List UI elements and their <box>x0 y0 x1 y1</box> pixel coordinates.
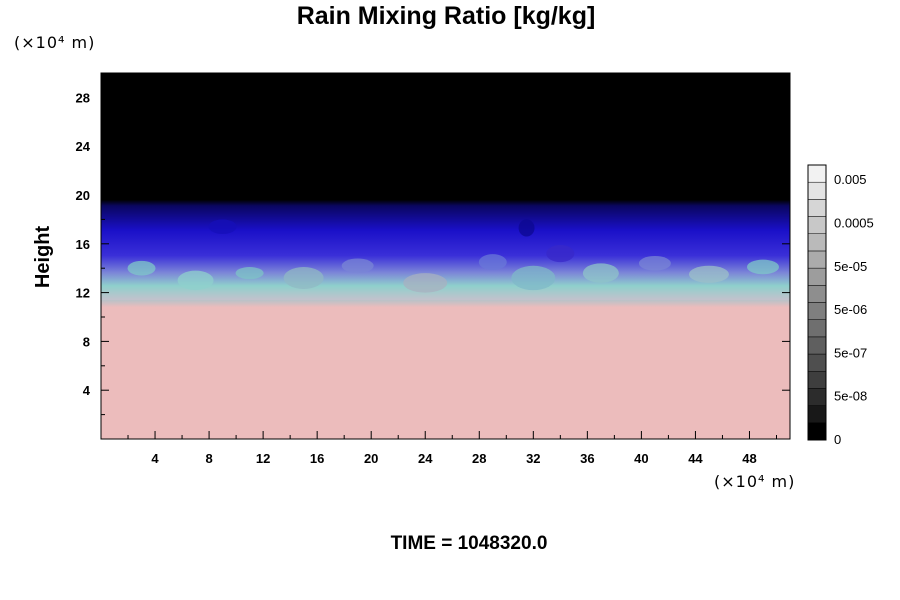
eddy-feature <box>518 219 535 237</box>
x-tick-label: 8 <box>205 451 212 466</box>
colorbar-swatch <box>807 250 827 269</box>
eddy-feature <box>208 219 237 235</box>
colorbar-swatch <box>807 233 827 252</box>
transition-band <box>101 299 790 308</box>
time-label: TIME = 1048320.0 <box>391 533 548 554</box>
colorbar-swatch <box>807 371 827 389</box>
eddy-feature <box>638 256 671 271</box>
plot-frame <box>100 72 791 440</box>
x-tick-label: 12 <box>256 451 270 466</box>
eddy-feature <box>177 270 214 291</box>
eddy-feature <box>403 273 448 293</box>
y-tick-label: 20 <box>76 188 90 203</box>
x-tick-label: 48 <box>742 451 756 466</box>
eddy-feature <box>478 254 507 271</box>
x-tick-label: 16 <box>310 451 324 466</box>
colorbar-swatch <box>807 164 827 183</box>
colorbar-swatch <box>807 285 827 303</box>
colorbar-label: 0.005 <box>834 172 867 187</box>
colorbar-swatch <box>807 353 827 372</box>
colorbar-label: 5e-08 <box>834 389 867 404</box>
colorbar-label: 5e-05 <box>834 259 867 274</box>
y-unit-label: (×10⁴ m) <box>14 33 95 52</box>
x-tick-label: 28 <box>472 451 486 466</box>
colorbar-swatch <box>807 319 827 338</box>
colorbar-frame <box>807 164 827 441</box>
colorbar-label: 0.0005 <box>834 216 874 231</box>
y-tick-label: 12 <box>76 286 90 301</box>
eddy-feature <box>341 258 374 274</box>
colorbar-swatch <box>807 302 827 320</box>
x-tick-label: 20 <box>364 451 378 466</box>
y-tick-label: 24 <box>76 139 91 154</box>
x-tick-label: 24 <box>418 451 433 466</box>
y-tick-label: 4 <box>83 383 91 398</box>
y-axis: 4 8 12 16 20 24 28 <box>76 90 790 416</box>
eddy-feature <box>511 265 556 291</box>
x-tick-label: 44 <box>688 451 703 466</box>
colorbar-swatch <box>807 216 827 234</box>
colorbar-swatch <box>807 405 827 424</box>
eddy-feature <box>235 266 264 280</box>
eddy-feature <box>746 259 779 275</box>
y-tick-label: 8 <box>83 334 90 349</box>
y-tick-label: 28 <box>76 90 90 105</box>
eddy-feature <box>283 266 324 289</box>
colorbar-label: 0 <box>834 432 841 447</box>
y-tick-label: 16 <box>76 237 90 252</box>
x-tick-label: 40 <box>634 451 648 466</box>
upper-region <box>101 73 790 202</box>
eddy-feature <box>688 265 729 283</box>
colorbar-swatch <box>807 267 827 286</box>
eddy-feature <box>127 260 156 276</box>
x-tick-label: 32 <box>526 451 540 466</box>
x-tick-label: 4 <box>151 451 159 466</box>
x-axis: 4 8 12 16 20 24 28 32 36 40 44 48 <box>127 73 777 466</box>
colorbar-swatch <box>807 388 827 406</box>
colorbar-swatch <box>807 199 827 217</box>
chart-title: Rain Mixing Ratio [kg/kg] <box>297 2 596 30</box>
y-axis-label: Height <box>32 226 54 289</box>
colorbar-label: 5e-07 <box>834 345 867 360</box>
plot-area <box>101 73 790 439</box>
x-tick-label: 36 <box>580 451 594 466</box>
colorbar-swatch <box>807 181 827 200</box>
colorbar-label: 5e-06 <box>834 302 867 317</box>
eddy-feature <box>546 245 575 263</box>
colorbar-swatch <box>807 422 827 441</box>
x-unit-label: (×10⁴ m) <box>714 472 795 491</box>
colorbar-swatch <box>807 336 827 355</box>
eddy-feature <box>582 263 619 283</box>
colorbar: 0.005 0.0005 5e-05 5e-06 5e-07 5e-08 0 <box>807 164 874 447</box>
